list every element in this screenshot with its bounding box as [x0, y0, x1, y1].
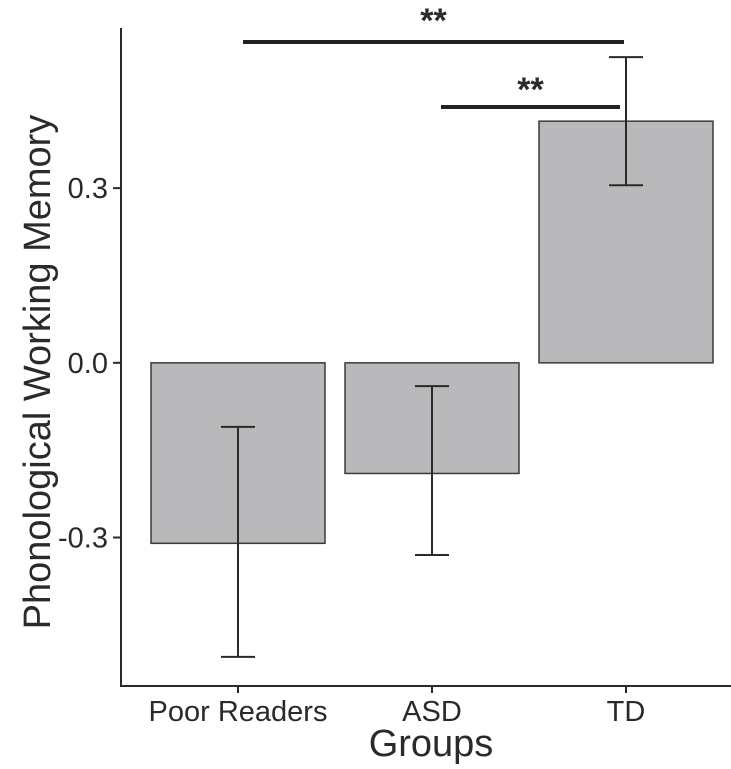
significance-label: **: [517, 71, 544, 109]
x-tick-label: TD: [607, 696, 646, 728]
x-ticks: Poor Readers ASD TD: [149, 686, 646, 728]
x-tick-label: ASD: [402, 696, 462, 728]
y-tick-label: 0.3: [68, 173, 108, 205]
y-tick-label: -0.3: [58, 523, 108, 555]
y-axis-title: Phonological Working Memory: [17, 115, 59, 630]
plot-marks: [150, 56, 714, 658]
x-tick-label: Poor Readers: [149, 696, 328, 728]
y-tick-label: 0.0: [68, 348, 108, 380]
significance-annotations: ** **: [243, 2, 624, 109]
y-ticks: -0.3 0.0 0.3: [58, 173, 121, 555]
significance-label: **: [420, 2, 447, 40]
x-axis-title: Groups: [369, 723, 494, 765]
